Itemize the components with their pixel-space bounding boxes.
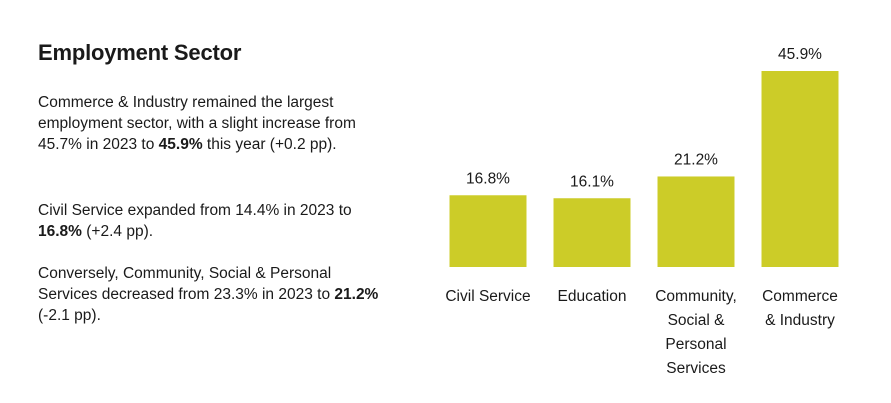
summary-paragraph-civil-service: Civil Service expanded from 14.4% in 202… (38, 200, 388, 242)
bar-value-label: 16.8% (466, 170, 510, 187)
paragraph-text: Civil Service expanded from 14.4% in 202… (38, 202, 352, 219)
bar-2 (657, 176, 735, 267)
bar-0 (449, 195, 527, 267)
paragraph-text: Commerce & Industry remained the largest… (38, 94, 356, 153)
bar-3 (761, 71, 839, 267)
paragraph-text: (+2.4 pp). (81, 223, 154, 240)
bar-1 (553, 198, 631, 267)
chart-title: Employment Sector (38, 40, 242, 65)
bar-chart: 16.8% Civil Service 16.1% Education 21.2% Com… (445, 46, 839, 377)
category-label: Personal (665, 336, 726, 353)
category-label: & Industry (765, 312, 835, 329)
category-label: Services (666, 360, 726, 377)
category-label: Community, (655, 288, 737, 305)
category-label: Commerce (762, 288, 838, 305)
paragraph-highlight: 21.2% (334, 286, 379, 303)
category-label: Civil Service (445, 288, 530, 305)
category-label: Social & (668, 312, 726, 329)
paragraph-text: Conversely, Community, Social & Personal… (38, 265, 335, 303)
category-label: Education (558, 288, 627, 305)
summary-paragraph-community: Conversely, Community, Social & Personal… (38, 263, 388, 326)
paragraph-highlight: 16.8% (38, 223, 82, 240)
paragraph-text: this year (+0.2 pp). (202, 136, 337, 153)
bar-value-label: 21.2% (674, 151, 718, 168)
summary-paragraph-commerce: Commerce & Industry remained the largest… (38, 92, 388, 155)
bar-value-label: 16.1% (570, 173, 614, 190)
paragraph-highlight: 45.9% (158, 136, 203, 153)
bar-value-label: 45.9% (778, 46, 822, 63)
paragraph-text: (-2.1 pp). (38, 307, 101, 324)
